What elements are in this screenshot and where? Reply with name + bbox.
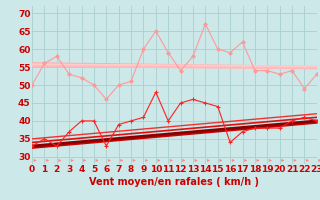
X-axis label: Vent moyen/en rafales ( km/h ): Vent moyen/en rafales ( km/h ) bbox=[89, 177, 260, 187]
